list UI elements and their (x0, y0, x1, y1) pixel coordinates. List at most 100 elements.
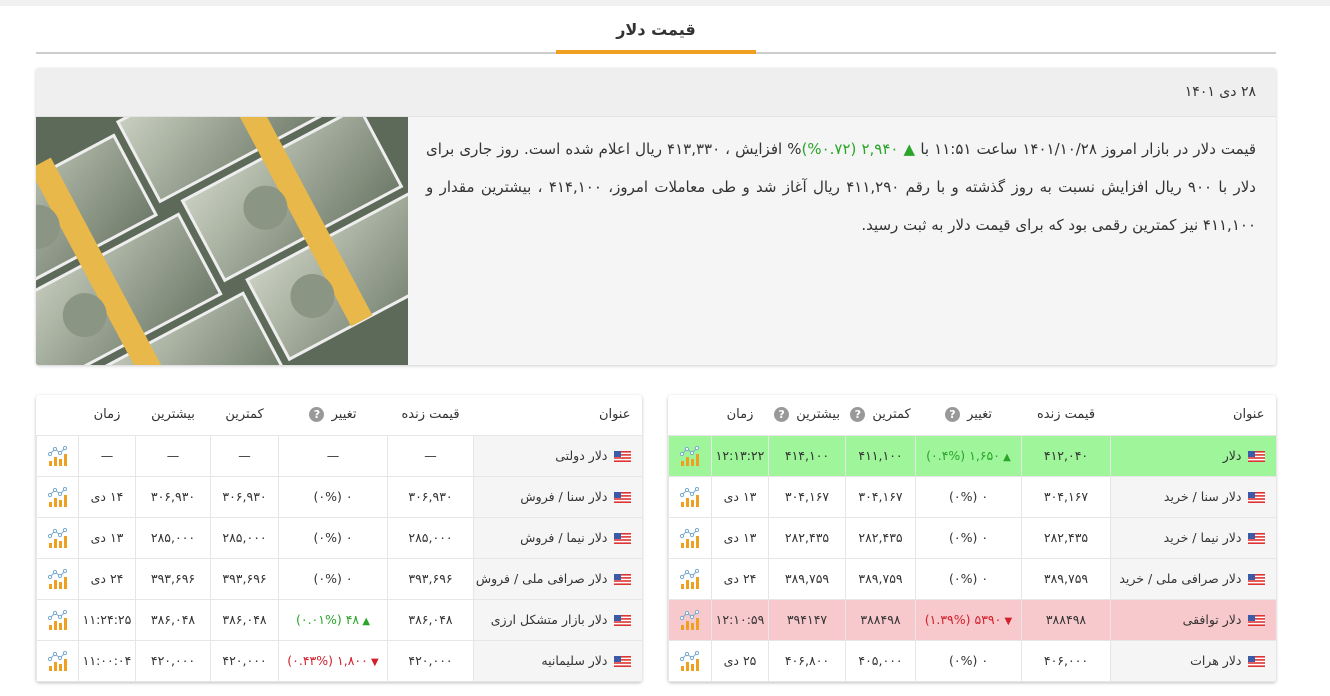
us-flag-icon (613, 574, 631, 585)
table-row[interactable]: دلار سلیمانیه ۴۲۰,۰۰۰ ▼ ۱,۸۰۰ (۰.۴۳%) ۴۲۰,۰… (36, 640, 642, 682)
chart-icon[interactable] (47, 609, 69, 631)
max-price: ۳۰۴,۱۶۷ (768, 476, 846, 518)
chart-cell[interactable] (36, 517, 79, 559)
chart-icon[interactable] (679, 650, 701, 672)
min-price: ۳۰۴,۱۶۷ (845, 476, 916, 518)
us-flag-icon (1247, 492, 1265, 503)
us-flag-icon (1247, 533, 1265, 544)
table-row[interactable]: دلار دولتی — — — — — (36, 435, 642, 477)
row-title[interactable]: دلار صرافی ملی / خرید (1110, 558, 1276, 600)
help-icon[interactable]: ? (774, 407, 790, 423)
row-title[interactable]: دلار سنا / خرید (1110, 476, 1276, 518)
chart-cell[interactable] (668, 558, 712, 600)
change: ۰ (۰%) (915, 640, 1022, 682)
table-row[interactable]: دلار سنا / خرید ۳۰۴,۱۶۷ ۰ (۰%) ۳۰۴,۱۶۷ ۳۰۴,۱… (668, 476, 1276, 518)
table-row[interactable]: دلار توافقی ۳۸۸۴۹۸ ▼ ۵۳۹۰ (۱.۳۹%) ۳۸۸۴۹۸ ۳۹۴… (668, 599, 1276, 641)
header-min: کمترین (210, 395, 279, 436)
time: ۱۳ دی (711, 517, 769, 559)
chart-icon[interactable] (679, 445, 701, 467)
time: ۱۴ دی (78, 476, 136, 518)
row-title[interactable]: دلار سنا / فروش (473, 476, 642, 518)
help-icon[interactable]: ? (850, 407, 866, 423)
time: — (78, 435, 136, 477)
change-up-icon: ▲ (898, 140, 916, 158)
row-title[interactable]: دلار هرات (1110, 640, 1276, 682)
table-row[interactable]: دلار سنا / فروش ۳۰۶,۹۳۰ ۰ (۰%) ۳۰۶,۹۳۰ ۳۰۶,۹… (36, 476, 642, 518)
card-date: ۲۸ دی ۱۴۰۱ (36, 68, 1276, 117)
change: ▼ ۱,۸۰۰ (۰.۴۳%) (278, 640, 388, 682)
summary-change: ۲,۹۴۰ (۰.۷۲%) (801, 140, 899, 158)
chart-icon[interactable] (679, 527, 701, 549)
max-price: ۳۸۹,۷۵۹ (768, 558, 846, 600)
chart-cell[interactable] (36, 476, 79, 518)
row-title[interactable]: دلار بازار متشکل ارزی (473, 599, 642, 641)
chart-icon[interactable] (47, 445, 69, 467)
chart-cell[interactable] (668, 517, 712, 559)
min-price: ۳۰۶,۹۳۰ (210, 476, 279, 518)
chart-icon[interactable] (47, 486, 69, 508)
chart-icon[interactable] (679, 486, 701, 508)
row-title[interactable]: دلار نیما / فروش (473, 517, 642, 559)
chart-icon[interactable] (679, 609, 701, 631)
row-title[interactable]: دلار (1110, 435, 1276, 477)
row-title[interactable]: دلار دولتی (473, 435, 642, 477)
header-time: زمان (78, 395, 136, 436)
us-flag-icon (613, 656, 631, 667)
us-flag-icon (613, 533, 631, 544)
chart-cell[interactable] (36, 558, 79, 600)
summary-text: قیمت دلار در بازار امروز ۱۴۰۱/۱۰/۲۸ ساعت… (426, 140, 1257, 234)
table-row[interactable]: دلار ۴۱۲,۰۴۰ ▲ ۱,۶۵۰ (۰.۴%) ۴۱۱,۱۰۰ ۴۱۴,۱۰۰ ۱… (668, 435, 1276, 477)
time: ۱۱:۰۰:۰۴ (78, 640, 136, 682)
row-title[interactable]: دلار نیما / خرید (1110, 517, 1276, 559)
chart-cell[interactable] (668, 599, 712, 641)
chart-icon[interactable] (679, 568, 701, 590)
tab-dollar-price[interactable]: قیمت دلار (556, 12, 756, 54)
header-live: قیمت زنده (1021, 395, 1111, 436)
table-row[interactable]: دلار صرافی ملی / فروش ۳۹۳,۶۹۶ ۰ (۰%) ۳۹۳,۶۹… (36, 558, 642, 600)
table-row[interactable]: دلار نیما / فروش ۲۸۵,۰۰۰ ۰ (۰%) ۲۸۵,۰۰۰ ۲۸۵,… (36, 517, 642, 559)
us-flag-icon (1247, 656, 1265, 667)
min-price: ۲۸۵,۰۰۰ (210, 517, 279, 559)
help-icon[interactable]: ? (944, 407, 960, 423)
chart-cell[interactable] (668, 476, 712, 518)
max-price: ۲۸۵,۰۰۰ (135, 517, 211, 559)
change: ۰ (۰%) (278, 558, 388, 600)
chart-cell[interactable] (36, 640, 79, 682)
us-flag-icon (613, 615, 631, 626)
time: ۱۳ دی (78, 517, 136, 559)
chart-cell[interactable] (668, 435, 712, 477)
help-icon[interactable]: ? (309, 407, 325, 423)
min-price: ۲۸۲,۴۳۵ (845, 517, 916, 559)
chart-icon[interactable] (47, 527, 69, 549)
table-row[interactable]: دلار صرافی ملی / خرید ۳۸۹,۷۵۹ ۰ (۰%) ۳۸۹,۷۵… (668, 558, 1276, 600)
table-header: عنوان قیمت زنده تغییر ? کمترین بیشترین زمان (36, 395, 642, 436)
header-change: تغییر ? (915, 395, 1022, 436)
change: ▲ ۱,۶۵۰ (۰.۴%) (915, 435, 1022, 477)
max-price: ۴۱۴,۱۰۰ (768, 435, 846, 477)
min-price: — (210, 435, 279, 477)
row-title[interactable]: دلار صرافی ملی / فروش (473, 558, 642, 600)
row-title[interactable]: دلار توافقی (1110, 599, 1276, 641)
time: ۱۲:۱۰:۵۹ (711, 599, 769, 641)
header-max: بیشترین (135, 395, 211, 436)
chart-cell[interactable] (36, 599, 79, 641)
min-price: ۴۱۱,۱۰۰ (845, 435, 916, 477)
max-price: ۳۹۳,۶۹۶ (135, 558, 211, 600)
dollar-table-left: عنوان قیمت زنده تغییر ? کمترین بیشترین زمان دل… (36, 395, 642, 682)
change: ۰ (۰%) (915, 558, 1022, 600)
chart-icon[interactable] (47, 568, 69, 590)
table-row[interactable]: دلار نیما / خرید ۲۸۲,۴۳۵ ۰ (۰%) ۲۸۲,۴۳۵ ۲۸۲,… (668, 517, 1276, 559)
row-title[interactable]: دلار سلیمانیه (473, 640, 642, 682)
live-price: ۴۲۰,۰۰۰ (387, 640, 474, 682)
header-chart (36, 395, 79, 436)
chart-cell[interactable] (668, 640, 712, 682)
min-price: ۳۹۳,۶۹۶ (210, 558, 279, 600)
us-flag-icon (613, 492, 631, 503)
chart-icon[interactable] (47, 650, 69, 672)
time: ۱۳ دی (711, 476, 769, 518)
live-price: ۴۱۲,۰۴۰ (1021, 435, 1111, 477)
table-row[interactable]: دلار هرات ۴۰۶,۰۰۰ ۰ (۰%) ۴۰۵,۰۰۰ ۴۰۶,۸۰۰ ۲۵ د… (668, 640, 1276, 682)
table-row[interactable]: دلار بازار متشکل ارزی ۳۸۶,۰۴۸ ▲ ۴۸ (۰.۰۱%)… (36, 599, 642, 641)
chart-cell[interactable] (36, 435, 79, 477)
max-price: ۴۲۰,۰۰۰ (135, 640, 211, 682)
